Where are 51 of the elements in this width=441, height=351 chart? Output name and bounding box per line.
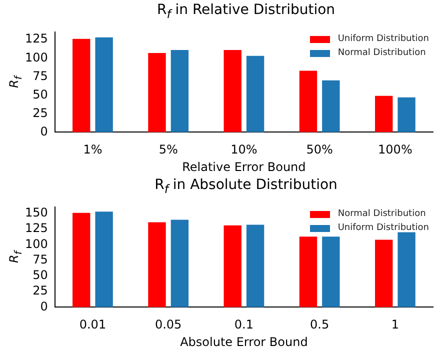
x-tick-label: 1 [391,318,400,332]
y-tick-label: 50 [32,268,48,282]
bar [95,212,113,308]
bar [375,96,393,132]
y-tick-label: 25 [32,284,48,298]
bar [224,225,242,308]
y-tick-label: 50 [32,87,48,102]
y-tick-label: 125 [25,221,48,236]
x-tick-label: 0.05 [154,318,182,332]
bar [322,80,340,132]
x-tick-label: 100% [378,142,412,157]
x-axis-title: Absolute Error Bound [180,334,308,349]
y-tick-label: 150 [25,206,48,220]
y-tick-label: 0 [40,299,48,314]
x-tick-label: 5% [158,142,178,157]
x-tick-label: 0.1 [234,318,254,332]
bar [322,236,340,308]
bar [224,50,242,132]
bar [72,38,90,132]
bar [398,97,416,132]
x-tick-label: 50% [306,142,333,157]
bar [95,37,113,132]
legend-label: Uniform Distribution [338,223,429,233]
legend-label: Uniform Distribution [338,34,429,44]
bar [170,220,189,308]
y-tick-label: 75 [32,68,48,83]
bar [72,212,90,308]
bar [148,222,166,308]
y-tick-label: 0 [40,124,48,138]
bar [398,232,416,308]
chart-title: R$_{f}$ in Relative Distribution [156,2,336,21]
y-tick-label: 100 [25,50,48,64]
y-tick-label: 75 [32,252,48,266]
chart-title: R$_{f}$ in Absolute Distribution [154,177,338,196]
y-tick-label: 100 [25,236,48,251]
bar [246,224,264,308]
y-tick-label: 25 [32,106,48,120]
bar [246,56,264,132]
bar [299,236,318,308]
legend-label: Normal Distribution [338,48,426,58]
x-tick-label: 0.01 [79,318,106,332]
bar [299,70,318,132]
bar [170,50,189,132]
bar [375,240,393,308]
y-tick-label: 125 [25,32,48,46]
bar [148,52,166,132]
x-axis-title: Relative Error Bound [182,160,306,174]
x-tick-label: 0.5 [310,318,330,332]
x-tick-label: 1% [83,142,102,157]
legend-label: Normal Distribution [338,209,426,219]
x-tick-label: 10% [230,142,258,157]
